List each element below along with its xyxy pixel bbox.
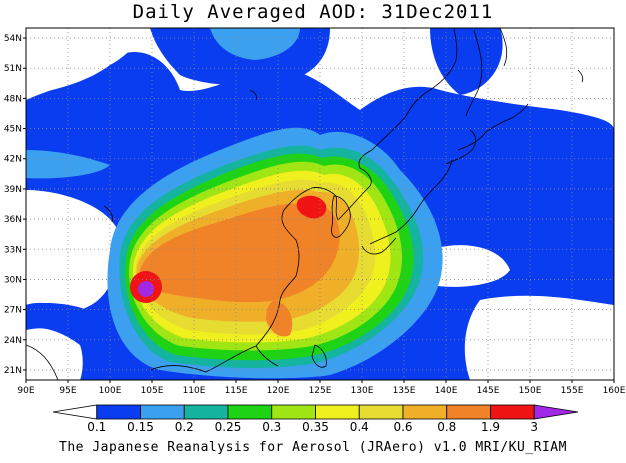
colorbar-swatch	[490, 404, 535, 420]
colorbar-label: 0.1	[87, 420, 106, 434]
colorbar-swatch	[140, 404, 185, 420]
colorbar-label: 0.4	[350, 420, 369, 434]
lon-tick-label: 145E	[477, 386, 500, 396]
colorbar-label: 0.15	[127, 420, 154, 434]
lon-tick-label: 130E	[351, 386, 374, 396]
lon-tick-label: 105E	[141, 386, 164, 396]
map-grid	[26, 28, 614, 380]
lon-tick-label: 155E	[561, 386, 584, 396]
lon-tick-label: 110E	[183, 386, 206, 396]
lat-tick-label: 45N	[4, 125, 22, 135]
colorbar-label: 0.25	[215, 420, 242, 434]
colorbar-swatch	[183, 404, 229, 420]
lat-tick-label: 51N	[4, 64, 22, 74]
lon-tick-label: 100E	[99, 386, 122, 396]
lat-tick-label: 36N	[4, 215, 22, 225]
map-title: Daily Averaged AOD: 31Dec2011	[132, 1, 494, 23]
lat-tick-label: 24N	[4, 336, 22, 346]
colorbar-swatch	[227, 404, 273, 420]
lon-tick-label: 150E	[519, 386, 542, 396]
lat-tick-label: 54N	[4, 34, 22, 44]
colorbar-label: 0.3	[262, 420, 281, 434]
lat-tick-label: 21N	[4, 366, 22, 376]
colorbar-label: 1.9	[481, 420, 500, 434]
lon-tick-label: 90E	[17, 386, 34, 396]
colorbar-label: 3	[530, 420, 538, 434]
lon-tick-label: 95E	[59, 386, 76, 396]
lon-tick-label: 160E	[603, 386, 626, 396]
lon-tick-label: 120E	[267, 386, 290, 396]
lat-tick-label: 33N	[4, 245, 22, 255]
lon-tick-label: 140E	[435, 386, 458, 396]
colorbar-swatch	[315, 404, 360, 420]
colorbar-swatch	[271, 404, 316, 420]
lon-tick-label: 115E	[225, 386, 248, 396]
colorbar-swatch	[446, 404, 491, 420]
aod-level-above-3	[138, 281, 154, 297]
colorbar-label: 0.6	[393, 420, 412, 434]
colorbar-label: 0.8	[437, 420, 456, 434]
colorbar-label: 0.2	[175, 420, 194, 434]
lon-tick-label: 135E	[393, 386, 416, 396]
colorbar-label: 0.35	[302, 420, 329, 434]
colorbar-swatch	[358, 404, 404, 420]
lat-tick-label: 42N	[4, 155, 22, 165]
lat-tick-label: 30N	[4, 275, 22, 285]
colorbar-swatch	[402, 404, 448, 420]
lat-tick-label: 48N	[4, 94, 22, 104]
aod-level-1-9	[139, 203, 340, 303]
colorbar-swatch	[96, 404, 141, 420]
lat-axis-labels: 21N 24N 27N 30N 33N 36N 39N 42N 45N 48N 51N 54N	[4, 34, 26, 376]
lon-tick-label: 125E	[309, 386, 332, 396]
coastlines	[26, 28, 584, 380]
lon-axis-labels: 90E 95E 100E 105E 110E 115E 120E 125E 130E 135E 14…	[17, 380, 626, 396]
colorbar-swatch	[533, 404, 579, 420]
lat-tick-label: 39N	[4, 185, 22, 195]
colorbar-swatch	[52, 404, 98, 420]
lat-tick-label: 27N	[4, 306, 22, 316]
aod-below-0-1	[26, 28, 145, 95]
colorbar: 0.1 0.15 0.2 0.25 0.3 0.35 0.4 0.6 0.8 1.9 3	[52, 404, 579, 434]
footer-credit: The Japanese Reanalysis for Aerosol (JRA…	[59, 440, 567, 455]
